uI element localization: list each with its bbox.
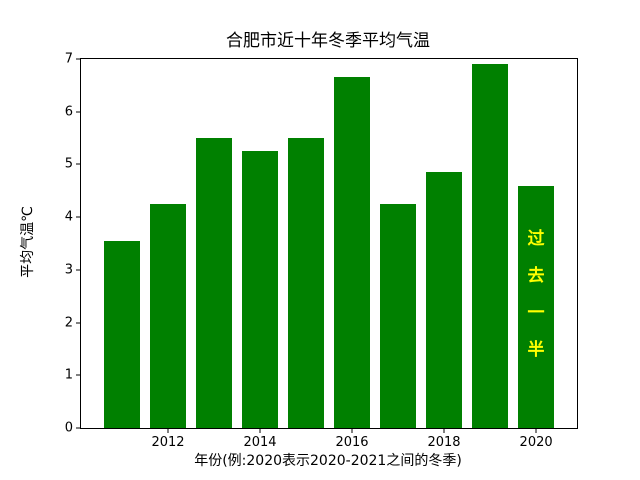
y-axis-label: 平均气温℃ xyxy=(20,206,36,278)
bar-2014 xyxy=(241,151,279,429)
annotation-char: 过 xyxy=(527,228,545,249)
bar-2011 xyxy=(103,240,141,428)
x-tick-label: 2016 xyxy=(335,435,369,450)
bar-2013 xyxy=(195,138,233,428)
bar-annotation: 过去一半 xyxy=(518,228,555,360)
y-tick-label: 6 xyxy=(64,104,73,120)
x-tick-mark xyxy=(443,428,445,433)
bar-2020: 过去一半 xyxy=(517,185,555,428)
bar-2017 xyxy=(379,204,417,428)
y-tick-label: 1 xyxy=(64,367,73,383)
bar-2012 xyxy=(149,204,187,428)
bar-2016 xyxy=(333,77,371,428)
y-tick-mark xyxy=(76,111,81,113)
y-tick-mark xyxy=(76,58,81,60)
annotation-char: 去 xyxy=(527,265,545,286)
x-tick-mark xyxy=(259,428,261,433)
bar-2019 xyxy=(471,64,509,428)
bar-2018 xyxy=(425,172,463,428)
plot-area: 过去一半 2012 2014 2016 2018 2020 0 1 2 3 4 5 6 7 xyxy=(65,52,578,450)
annotation-char: 一 xyxy=(527,302,545,323)
y-tick-mark xyxy=(76,269,81,271)
y-tick-label: 0 xyxy=(64,420,73,436)
bar-2015 xyxy=(287,138,325,428)
y-tick-label: 5 xyxy=(64,156,73,172)
y-tick-mark xyxy=(76,163,81,165)
y-tick-mark xyxy=(76,216,81,218)
y-tick-label: 7 xyxy=(64,51,73,67)
y-tick-mark xyxy=(76,322,81,324)
y-tick-label: 2 xyxy=(64,315,73,331)
x-tick-label: 2018 xyxy=(427,435,461,450)
x-tick-mark xyxy=(535,428,537,433)
annotation-char: 半 xyxy=(527,339,545,360)
x-tick-label: 2020 xyxy=(519,435,553,450)
y-tick-label: 3 xyxy=(64,262,73,278)
chart-title: 合肥市近十年冬季平均气温 xyxy=(226,31,430,51)
y-tick-label: 4 xyxy=(64,209,73,225)
x-tick-mark xyxy=(167,428,169,433)
x-axis-label: 年份(例:2020表示2020-2021之间的冬季) xyxy=(194,453,462,469)
y-tick-mark xyxy=(76,374,81,376)
x-tick-mark xyxy=(351,428,353,433)
x-tick-label: 2012 xyxy=(151,435,185,450)
x-tick-label: 2014 xyxy=(243,435,277,450)
y-tick-mark xyxy=(76,427,81,429)
